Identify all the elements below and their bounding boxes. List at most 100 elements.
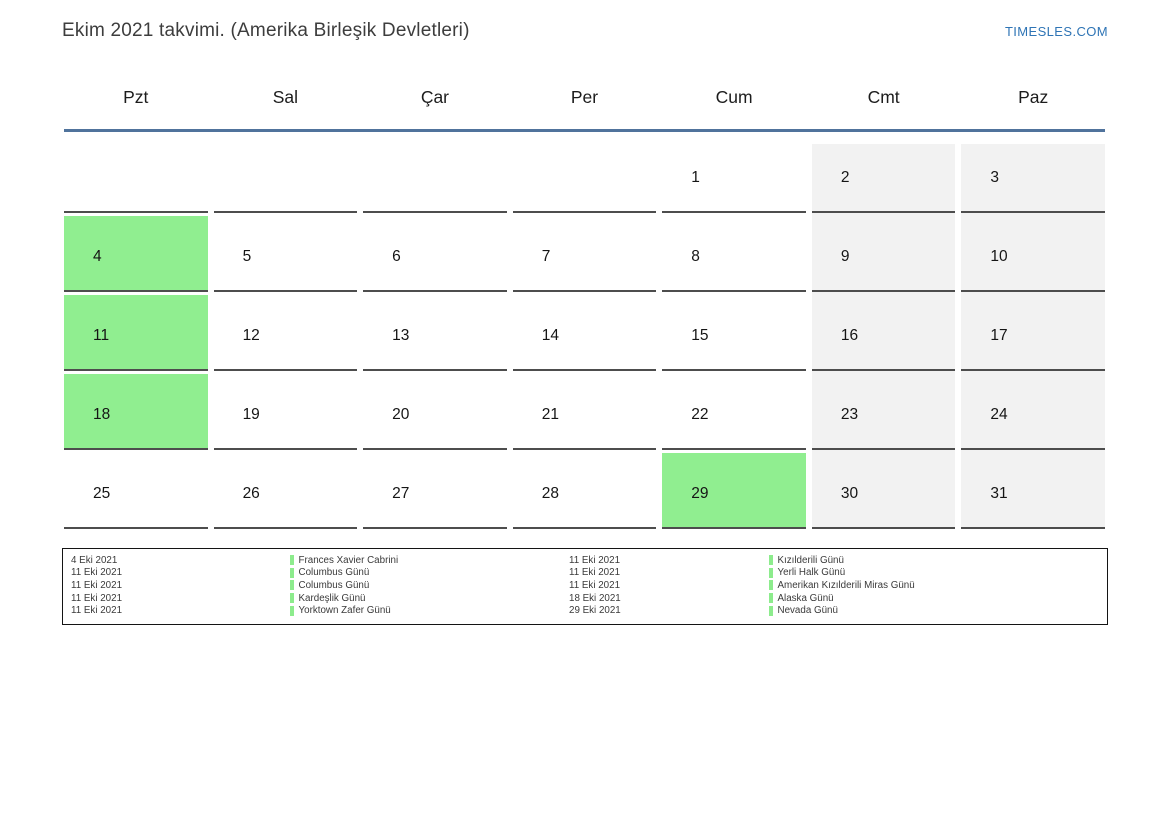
weekday-header: Cum: [715, 87, 753, 107]
day-cell: 13: [363, 302, 507, 371]
day-number: 31: [990, 484, 1008, 502]
holiday-date: 11 Eki 2021: [71, 567, 123, 579]
day-number: 13: [392, 326, 410, 344]
day-cell: 28: [512, 460, 657, 529]
holiday-date: 11 Eki 2021: [569, 579, 621, 591]
day-cell: 21: [512, 381, 657, 450]
day-number: 2: [840, 168, 850, 186]
holiday-name: Yerli Halk Günü: [777, 567, 846, 579]
holiday-marker-icon: [769, 593, 773, 604]
weekday-header: Sal: [272, 87, 298, 107]
day-number: 19: [242, 405, 260, 423]
empty-day-cell: [64, 144, 208, 213]
holiday-marker-icon: [290, 567, 294, 578]
day-number: 25: [93, 484, 111, 502]
day-number: 7: [541, 247, 551, 265]
holiday-date: 11 Eki 2021: [569, 554, 621, 566]
holiday-name: Nevada Günü: [777, 605, 838, 617]
day-number: 15: [691, 326, 709, 344]
legend-row: 11 Eki 2021 Kardeşlik Günü 18 Eki 2021 Alas…: [71, 592, 1107, 605]
holiday-name: Frances Xavier Cabrini: [298, 554, 399, 566]
empty-day-cell: [213, 144, 358, 213]
day-number: 30: [840, 484, 859, 502]
holiday-date: 11 Eki 2021: [569, 567, 621, 579]
holiday-date: 11 Eki 2021: [71, 605, 123, 617]
legend-row: 11 Eki 2021 Yorktown Zafer Günü 29 Eki 202…: [71, 604, 1107, 617]
legend-row: 4 Eki 2021 Frances Xavier Cabrini 11 Eki 2…: [71, 554, 1107, 567]
calendar: Pzt Sal Çar Per Cum Cmt Paz 1 2 3 4 5 6 7 8 9 10 11 12 13 1…: [64, 86, 1105, 529]
day-number: 10: [990, 247, 1008, 265]
weekday-header: Per: [570, 87, 599, 107]
weekend-column-background-sunday: [961, 144, 1105, 529]
day-cell: 5: [213, 223, 358, 292]
day-cell: 24: [961, 381, 1105, 450]
day-number: 11: [93, 326, 110, 344]
calendar-grid: 1 2 3 4 5 6 7 8 9 10 11 12 13 14 15 16 17 18 19 20 21 22 23 24 2…: [64, 144, 1105, 529]
day-cell: 26: [213, 460, 358, 529]
day-number: 16: [840, 326, 859, 344]
holiday-marker-icon: [290, 580, 294, 591]
day-cell: 25: [64, 460, 208, 529]
weekend-column-background-saturday: [811, 144, 955, 529]
site-link[interactable]: TIMESLES.COM: [1004, 24, 1108, 39]
day-number: 12: [242, 326, 260, 344]
day-cell: 19: [213, 381, 358, 450]
day-cell: 23: [811, 381, 956, 450]
day-cell: 2: [811, 144, 956, 213]
day-number: 6: [392, 247, 401, 265]
holiday-name: Columbus Günü: [298, 579, 370, 591]
day-number: 3: [990, 168, 1000, 186]
day-cell-highlighted: 18: [64, 374, 208, 450]
day-cell: 3: [961, 144, 1105, 213]
day-cell: 20: [363, 381, 507, 450]
holiday-marker-icon: [290, 593, 294, 604]
day-cell: 8: [662, 223, 806, 292]
day-number: 20: [392, 405, 410, 423]
day-number: 4: [93, 247, 102, 265]
day-number: 8: [691, 247, 700, 265]
weekday-header: Paz: [1018, 87, 1049, 107]
day-number: 23: [840, 405, 859, 423]
day-cell-highlighted: 4: [64, 216, 208, 292]
holiday-marker-icon: [769, 605, 773, 616]
day-cell: 7: [512, 223, 657, 292]
holiday-marker-icon: [769, 567, 773, 578]
holiday-marker-icon: [769, 555, 773, 566]
weekday-header-row: Pzt Sal Çar Per Cum Cmt Paz: [64, 86, 1105, 132]
day-number: 21: [541, 405, 559, 423]
day-number: 27: [392, 484, 410, 502]
day-number: 18: [93, 405, 111, 423]
day-cell: 15: [662, 302, 806, 371]
day-number: 22: [691, 405, 709, 423]
day-number: 1: [691, 168, 700, 186]
day-number: 29: [691, 484, 709, 502]
holiday-name: Kardeşlik Günü: [298, 592, 366, 604]
holiday-marker-icon: [290, 605, 294, 616]
holiday-date: 18 Eki 2021: [569, 592, 621, 604]
page-title: Ekim 2021 takvimi. (Amerika Birleşik Dev…: [62, 20, 470, 41]
holiday-name: Yorktown Zafer Günü: [298, 605, 391, 617]
holiday-name: Alaska Günü: [777, 592, 834, 604]
day-cell: 17: [961, 302, 1105, 371]
day-number: 9: [840, 247, 850, 265]
day-cell: 6: [363, 223, 507, 292]
holiday-date: 11 Eki 2021: [71, 579, 123, 591]
holiday-marker-icon: [769, 580, 773, 591]
day-cell: 14: [512, 302, 657, 371]
day-cell: 27: [363, 460, 507, 529]
day-number: 24: [990, 405, 1008, 423]
legend-row: 11 Eki 2021 Columbus Günü 11 Eki 2021 Ameri…: [71, 579, 1107, 592]
holiday-date: 4 Eki 2021: [71, 554, 118, 566]
day-cell: 12: [213, 302, 358, 371]
day-cell: 16: [811, 302, 956, 371]
day-number: 14: [541, 326, 559, 344]
calendar-grid-wrap: 1 2 3 4 5 6 7 8 9 10 11 12 13 14 15 16 17 18 19 20 21 22 23 24 2…: [64, 144, 1105, 529]
weekday-header: Çar: [420, 87, 450, 107]
holiday-date: 29 Eki 2021: [569, 605, 621, 617]
day-number: 5: [242, 247, 252, 265]
day-cell: 31: [961, 460, 1105, 529]
day-cell-highlighted: 11: [64, 295, 208, 371]
holiday-date: 11 Eki 2021: [71, 592, 123, 604]
day-cell: 22: [662, 381, 806, 450]
